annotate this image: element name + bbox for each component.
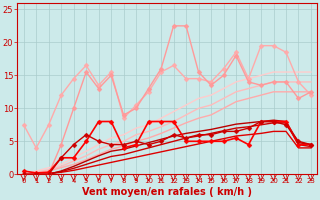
X-axis label: Vent moyen/en rafales ( km/h ): Vent moyen/en rafales ( km/h ) — [82, 187, 252, 197]
